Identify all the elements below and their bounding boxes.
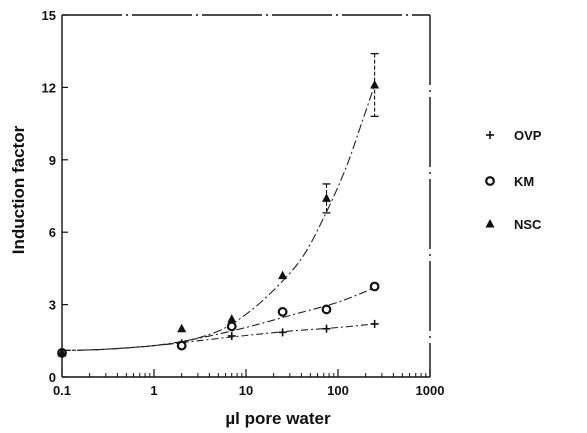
marker-nsc: [322, 193, 332, 202]
legend: OVP KM NSC: [485, 128, 542, 232]
x-axis-label: µl pore water: [225, 409, 331, 428]
y-axis-label: Induction factor: [9, 125, 28, 254]
y-tick-label: 9: [49, 153, 56, 168]
marker-km: [176, 340, 187, 351]
legend-marker-ovp: [486, 131, 494, 139]
legend-marker-nsc: [485, 219, 495, 228]
legend-marker-km: [485, 176, 495, 186]
data-markers: [57, 79, 380, 358]
fit-curves: [61, 84, 376, 352]
marker-ovp: [227, 331, 236, 340]
marker-ovp: [322, 324, 331, 333]
y-tick-label: 0: [49, 370, 56, 385]
x-tick-label: 1: [150, 383, 157, 398]
marker-km: [277, 306, 288, 317]
marker-nsc: [278, 270, 288, 280]
y-tick-label: 15: [42, 8, 56, 23]
y-tick-label: 3: [49, 298, 56, 313]
fit-curve-nsc: [61, 84, 376, 352]
marker-ovp: [370, 319, 379, 328]
marker-km: [321, 304, 332, 315]
y-tick-label: 6: [49, 225, 56, 240]
legend-label-nsc: NSC: [514, 217, 542, 232]
x-tick-label: 0.1: [53, 383, 71, 398]
marker-nsc: [227, 314, 237, 323]
marker-nsc: [370, 79, 380, 89]
legend-label-ovp: OVP: [514, 128, 542, 143]
plot-axes: [61, 14, 431, 378]
marker-nsc: [57, 347, 67, 357]
fit-curve-km: [61, 287, 375, 352]
marker-km: [369, 281, 380, 292]
marker-nsc: [177, 323, 187, 333]
marker-km: [226, 321, 237, 332]
marker-ovp: [278, 328, 287, 337]
error-bars: [322, 52, 379, 214]
x-tick-label: 100: [327, 383, 349, 398]
legend-label-km: KM: [514, 174, 534, 189]
fit-curve-ovp: [61, 323, 375, 352]
x-tick-label: 10: [239, 383, 253, 398]
x-tick-label: 1000: [416, 383, 445, 398]
y-tick-label: 12: [42, 80, 56, 95]
tick-labels: 0 3 6 9 12 15 0.1 1 10 100 1000: [42, 8, 445, 398]
